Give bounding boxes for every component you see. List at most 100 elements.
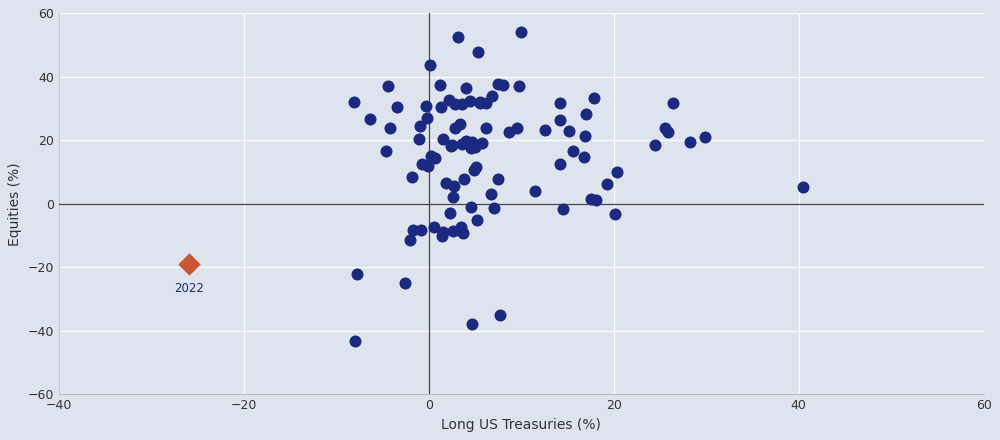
Point	[450, 33, 466, 40]
Point	[490, 81, 506, 88]
Point	[378, 147, 394, 154]
Point	[474, 140, 490, 147]
Point	[454, 141, 470, 148]
Point	[443, 143, 459, 150]
Point	[484, 93, 500, 100]
Point	[347, 338, 363, 345]
Point	[490, 176, 506, 183]
Point	[447, 100, 463, 107]
Point	[181, 260, 197, 268]
Point	[470, 49, 486, 56]
Point	[552, 99, 568, 106]
Point	[454, 100, 470, 107]
Point	[588, 196, 604, 203]
Point	[576, 154, 592, 161]
Point	[447, 124, 463, 131]
Point	[583, 196, 599, 203]
Point	[647, 141, 663, 148]
Point	[555, 205, 571, 212]
Point	[432, 81, 448, 88]
Point	[466, 166, 482, 173]
Point	[478, 124, 494, 131]
Point	[418, 103, 434, 110]
Point	[397, 279, 413, 286]
Point	[464, 321, 480, 328]
Point	[552, 161, 568, 168]
Point	[414, 161, 430, 168]
Point	[455, 229, 471, 236]
Point	[446, 182, 462, 189]
Point	[412, 122, 428, 129]
Point	[472, 99, 488, 106]
Point	[565, 148, 581, 155]
Point	[380, 82, 396, 89]
Point	[795, 184, 811, 191]
Point	[682, 138, 698, 145]
Point	[451, 226, 467, 233]
Point	[660, 129, 676, 136]
Point	[456, 176, 472, 183]
Point	[501, 128, 517, 136]
X-axis label: Long US Treasuries (%): Long US Treasuries (%)	[441, 418, 601, 432]
Point	[435, 229, 451, 236]
Point	[665, 99, 681, 106]
Point	[422, 62, 438, 69]
Point	[402, 237, 418, 244]
Point	[657, 125, 673, 132]
Point	[445, 228, 461, 235]
Text: 2022: 2022	[174, 282, 204, 294]
Point	[419, 115, 435, 122]
Point	[413, 227, 429, 234]
Y-axis label: Equities (%): Equities (%)	[8, 162, 22, 246]
Point	[509, 125, 525, 132]
Point	[458, 85, 474, 92]
Point	[389, 103, 405, 110]
Point	[586, 94, 602, 101]
Point	[511, 82, 527, 89]
Point	[527, 187, 543, 194]
Point	[427, 155, 443, 162]
Point	[578, 110, 594, 117]
Point	[462, 97, 478, 104]
Point	[382, 124, 398, 131]
Point	[463, 145, 479, 152]
Point	[486, 205, 502, 212]
Point	[609, 168, 625, 175]
Point	[433, 103, 449, 110]
Point	[426, 223, 442, 230]
Point	[607, 210, 623, 217]
Point	[513, 29, 529, 36]
Point	[599, 180, 615, 187]
Point	[445, 194, 461, 201]
Point	[697, 134, 713, 141]
Point	[453, 223, 469, 230]
Point	[458, 137, 474, 144]
Point	[405, 226, 421, 233]
Point	[478, 99, 494, 106]
Point	[444, 142, 460, 149]
Point	[463, 203, 479, 210]
Point	[561, 128, 577, 135]
Point	[469, 216, 485, 223]
Point	[441, 97, 457, 104]
Point	[420, 162, 436, 169]
Point	[577, 132, 593, 139]
Point	[346, 98, 362, 105]
Point	[411, 136, 427, 143]
Point	[434, 232, 450, 239]
Point	[552, 117, 568, 124]
Point	[495, 81, 511, 88]
Point	[438, 180, 454, 187]
Point	[464, 139, 480, 146]
Point	[362, 116, 378, 123]
Point	[423, 152, 439, 159]
Point	[452, 120, 468, 127]
Point	[435, 136, 451, 143]
Point	[472, 99, 488, 106]
Point	[349, 271, 365, 278]
Point	[492, 312, 508, 319]
Point	[404, 173, 420, 180]
Point	[468, 163, 484, 170]
Point	[537, 127, 553, 134]
Point	[442, 210, 458, 217]
